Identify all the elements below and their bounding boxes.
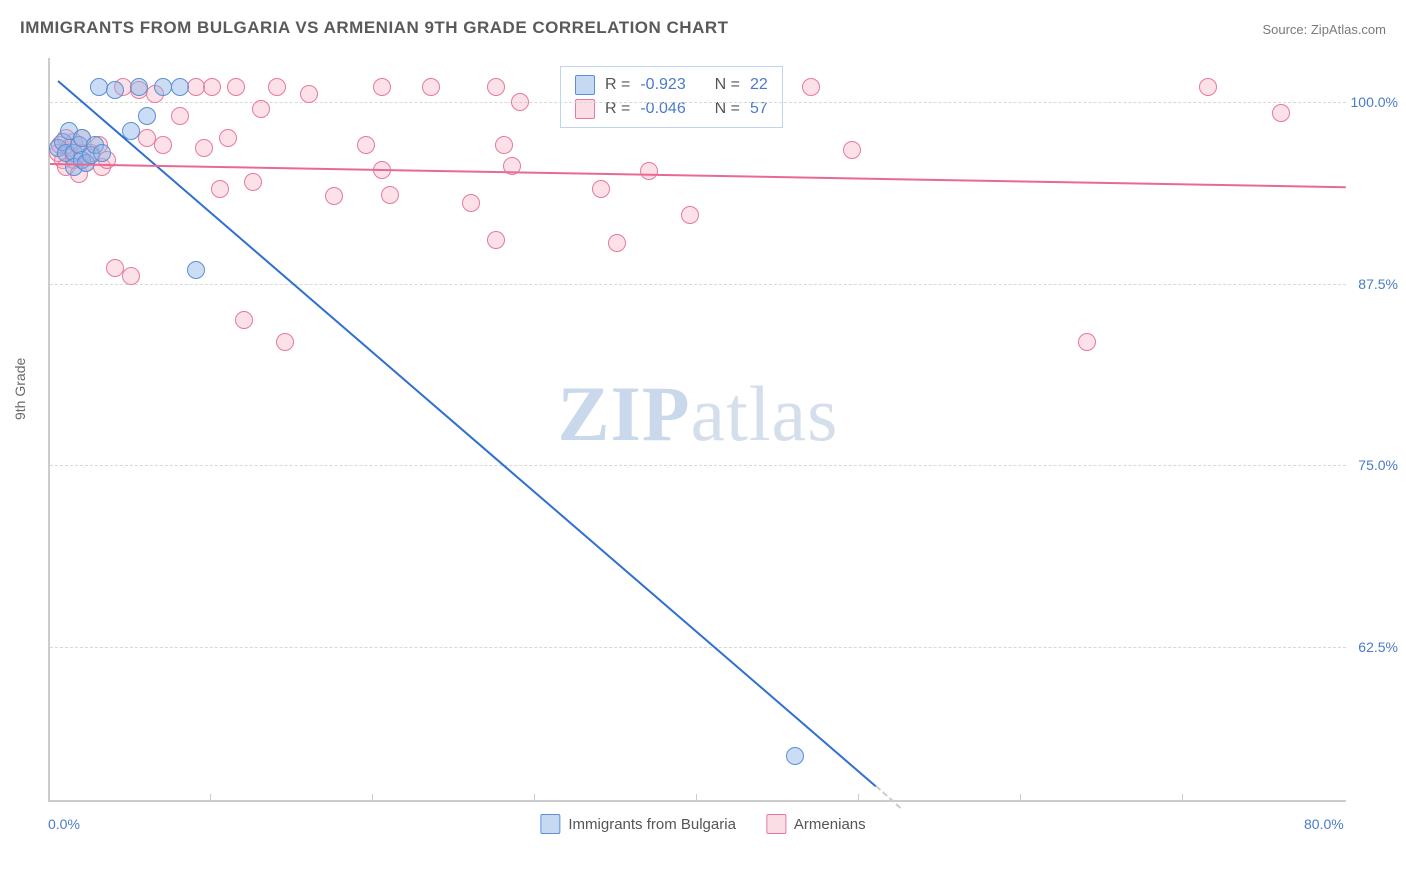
- scatter-point: [300, 85, 318, 103]
- scatter-point: [227, 78, 245, 96]
- scatter-point: [171, 107, 189, 125]
- legend-row: R = -0.046 N = 57: [575, 97, 768, 121]
- legend-item: Immigrants from Bulgaria: [540, 814, 736, 834]
- source-attribution: Source: ZipAtlas.com: [1262, 22, 1386, 37]
- x-tick-mark: [210, 794, 211, 802]
- x-tick-mark: [372, 794, 373, 802]
- scatter-point: [195, 139, 213, 157]
- scatter-point: [495, 136, 513, 154]
- chart-title: IMMIGRANTS FROM BULGARIA VS ARMENIAN 9TH…: [20, 18, 729, 38]
- legend-swatch-blue: [575, 75, 595, 95]
- scatter-point: [244, 173, 262, 191]
- watermark: ZIPatlas: [558, 369, 839, 459]
- watermark-atlas: atlas: [691, 370, 839, 457]
- scatter-point: [357, 136, 375, 154]
- legend-correlation: R = -0.923 N = 22 R = -0.046 N = 57: [560, 66, 783, 128]
- legend-item: Armenians: [766, 814, 866, 834]
- n-label: N =: [715, 100, 740, 118]
- x-tick-mark: [1020, 794, 1021, 802]
- scatter-point: [106, 81, 124, 99]
- source-value: ZipAtlas.com: [1311, 22, 1386, 37]
- scatter-point: [462, 194, 480, 212]
- scatter-point: [252, 100, 270, 118]
- scatter-point: [219, 129, 237, 147]
- y-tick-label: 100.0%: [1351, 94, 1398, 110]
- scatter-point: [122, 267, 140, 285]
- scatter-point: [138, 107, 156, 125]
- scatter-point: [1272, 104, 1290, 122]
- legend-swatch-pink: [766, 814, 786, 834]
- r-value: -0.923: [640, 76, 685, 94]
- gridline-h: [50, 102, 1346, 103]
- scatter-point: [381, 186, 399, 204]
- scatter-point: [106, 259, 124, 277]
- scatter-point: [268, 78, 286, 96]
- scatter-point: [130, 78, 148, 96]
- scatter-point: [154, 136, 172, 154]
- legend-swatch-blue: [540, 814, 560, 834]
- scatter-point: [592, 180, 610, 198]
- scatter-point: [843, 141, 861, 159]
- x-tick-label: 0.0%: [48, 816, 80, 832]
- scatter-point: [325, 187, 343, 205]
- scatter-point: [171, 78, 189, 96]
- x-tick-mark: [1182, 794, 1183, 802]
- x-tick-label: 80.0%: [1304, 816, 1344, 832]
- y-tick-label: 87.5%: [1358, 276, 1398, 292]
- scatter-point: [276, 333, 294, 351]
- n-value: 22: [750, 76, 768, 94]
- chart-container: IMMIGRANTS FROM BULGARIA VS ARMENIAN 9TH…: [0, 0, 1406, 892]
- gridline-h: [50, 647, 1346, 648]
- scatter-point: [90, 78, 108, 96]
- scatter-point: [786, 747, 804, 765]
- r-value: -0.046: [640, 100, 685, 118]
- scatter-point: [511, 93, 529, 111]
- watermark-zip: ZIP: [558, 370, 691, 457]
- r-label: R =: [605, 76, 630, 94]
- scatter-point: [93, 144, 111, 162]
- scatter-point: [422, 78, 440, 96]
- legend-series: Immigrants from Bulgaria Armenians: [534, 814, 871, 834]
- legend-label: Immigrants from Bulgaria: [568, 816, 736, 833]
- trend-line-dash: [876, 786, 902, 809]
- n-label: N =: [715, 76, 740, 94]
- y-tick-label: 62.5%: [1358, 639, 1398, 655]
- x-tick-mark: [858, 794, 859, 802]
- scatter-point: [203, 78, 221, 96]
- y-tick-label: 75.0%: [1358, 457, 1398, 473]
- scatter-point: [211, 180, 229, 198]
- legend-label: Armenians: [794, 816, 866, 833]
- scatter-point: [681, 206, 699, 224]
- scatter-point: [802, 78, 820, 96]
- r-label: R =: [605, 100, 630, 118]
- trend-line: [57, 80, 876, 787]
- x-tick-mark: [534, 794, 535, 802]
- scatter-point: [640, 162, 658, 180]
- scatter-point: [487, 231, 505, 249]
- scatter-point: [608, 234, 626, 252]
- legend-row: R = -0.923 N = 22: [575, 73, 768, 97]
- scatter-point: [373, 78, 391, 96]
- scatter-point: [187, 261, 205, 279]
- scatter-point: [1078, 333, 1096, 351]
- gridline-h: [50, 284, 1346, 285]
- y-axis-label: 9th Grade: [12, 358, 28, 420]
- gridline-h: [50, 465, 1346, 466]
- plot-area: ZIPatlas R = -0.923 N = 22 R = -0.046 N …: [48, 58, 1346, 802]
- scatter-point: [235, 311, 253, 329]
- x-tick-mark: [696, 794, 697, 802]
- scatter-point: [1199, 78, 1217, 96]
- scatter-point: [487, 78, 505, 96]
- n-value: 57: [750, 100, 768, 118]
- source-label: Source:: [1262, 22, 1310, 37]
